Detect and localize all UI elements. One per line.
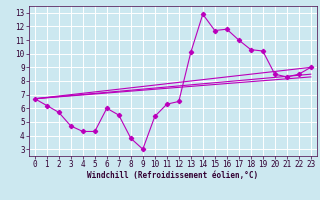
X-axis label: Windchill (Refroidissement éolien,°C): Windchill (Refroidissement éolien,°C): [87, 171, 258, 180]
